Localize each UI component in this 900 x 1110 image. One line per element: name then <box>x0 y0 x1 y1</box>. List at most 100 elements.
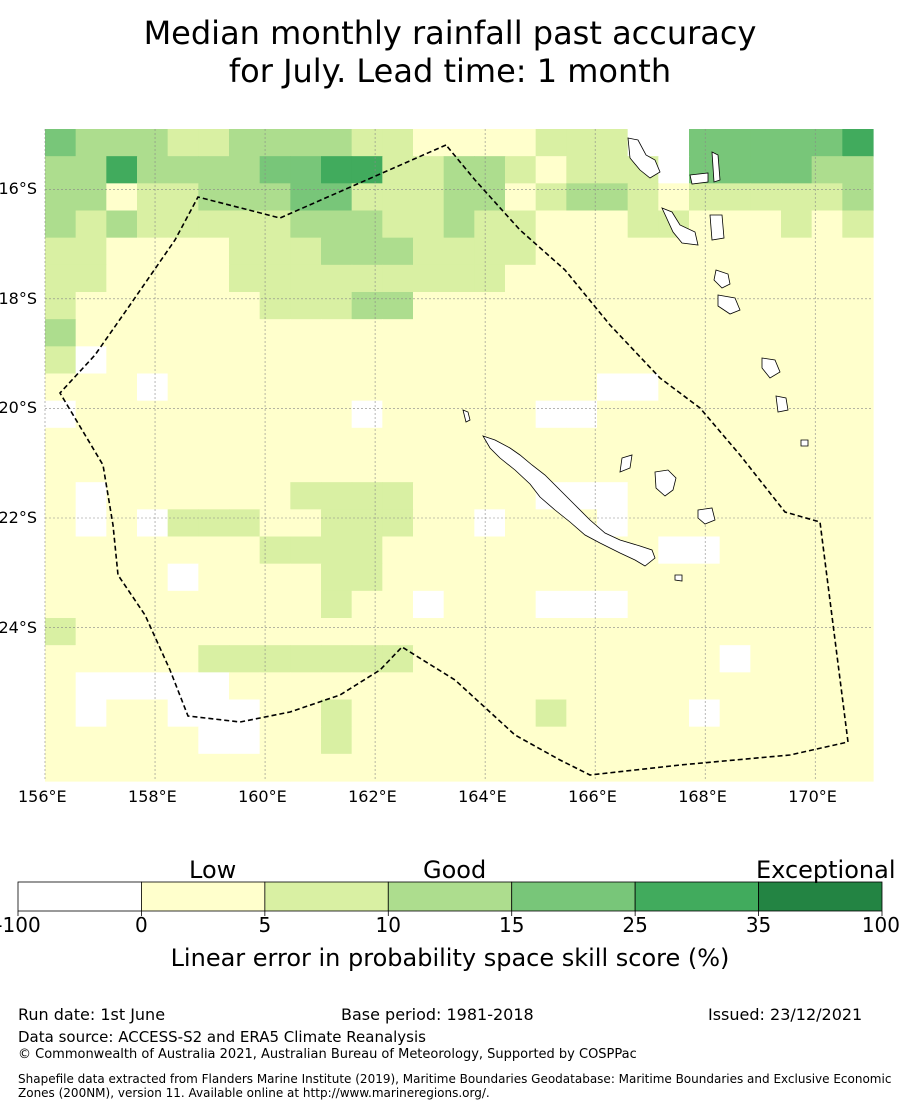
skill-cell <box>566 618 598 646</box>
skill-cell <box>167 753 199 782</box>
skill-cell <box>566 536 598 565</box>
skill-cell <box>811 373 843 402</box>
skill-cell <box>750 699 782 728</box>
skill-cell <box>597 427 629 456</box>
skill-cell <box>321 373 353 402</box>
skill-cell <box>719 455 751 483</box>
colorbar-segment <box>758 881 883 912</box>
skill-cell <box>811 400 843 429</box>
skill-cell <box>75 699 107 728</box>
skill-cell <box>719 672 751 701</box>
islands <box>462 137 809 582</box>
skill-cell <box>259 590 291 619</box>
skill-cell <box>627 373 659 402</box>
skill-cell <box>689 319 721 347</box>
skill-cell <box>658 563 690 592</box>
skill-cell <box>75 319 107 347</box>
skill-cell <box>811 618 843 646</box>
skill-cell <box>750 618 782 646</box>
skill-cell <box>413 373 445 402</box>
skill-cell <box>535 699 567 728</box>
skill-cell <box>382 482 414 510</box>
skill-cell <box>781 672 813 701</box>
title-line-2: for July. Lead time: 1 month <box>228 52 672 90</box>
skill-cell <box>750 129 782 157</box>
skill-cell <box>321 726 353 755</box>
skill-cell <box>842 536 874 565</box>
skill-cell <box>658 590 690 619</box>
skill-cell <box>167 536 199 565</box>
lon-tick-label: 156°E <box>18 787 67 806</box>
lon-tick-label: 170°E <box>788 787 837 806</box>
colorbar-segment <box>511 881 636 912</box>
skill-cell <box>198 455 230 483</box>
island-matthew <box>800 439 809 447</box>
skill-cell <box>842 346 874 375</box>
skill-cell <box>505 292 537 320</box>
skill-cell <box>689 590 721 619</box>
skill-cell <box>719 645 751 673</box>
skill-cell <box>137 672 169 701</box>
skill-cell <box>842 292 874 320</box>
skill-cell <box>290 618 322 646</box>
skill-cell <box>443 726 475 755</box>
skill-cell <box>106 427 138 456</box>
skill-cell <box>627 210 659 239</box>
skill-cell <box>658 156 690 184</box>
skill-cell <box>413 455 445 483</box>
skill-cell <box>106 618 138 646</box>
skill-cell <box>443 672 475 701</box>
skill-cell <box>351 563 383 592</box>
skill-cell <box>351 509 383 538</box>
skill-cell <box>106 563 138 592</box>
skill-cell <box>811 753 843 782</box>
skill-cell <box>167 645 199 673</box>
skill-cell <box>505 645 537 673</box>
skill-cell <box>45 237 77 266</box>
skill-cell <box>535 129 567 157</box>
skill-cell <box>566 400 598 429</box>
skill-cell <box>505 509 537 538</box>
skill-cell <box>627 237 659 266</box>
skill-cell <box>259 156 291 184</box>
skill-cell <box>781 319 813 347</box>
skill-cell <box>229 346 261 375</box>
skill-cell <box>443 645 475 673</box>
skill-cell <box>167 319 199 347</box>
skill-cell <box>474 672 506 701</box>
skill-cell <box>413 264 445 293</box>
skill-cell <box>719 319 751 347</box>
skill-cell <box>45 509 77 538</box>
island-ambae <box>689 172 709 185</box>
skill-cell <box>321 319 353 347</box>
skill-cell <box>106 129 138 157</box>
skill-cell <box>535 618 567 646</box>
skill-cell <box>382 590 414 619</box>
skill-cell <box>842 645 874 673</box>
skill-cell <box>719 346 751 375</box>
island-efate <box>713 269 731 289</box>
skill-cell <box>106 536 138 565</box>
skill-cell <box>321 237 353 266</box>
skill-cell <box>750 590 782 619</box>
skill-cell <box>627 482 659 510</box>
skill-cell <box>781 699 813 728</box>
eez-boundary <box>59 144 849 776</box>
skill-cell <box>45 726 77 755</box>
skill-cell <box>229 400 261 429</box>
skill-cell <box>842 210 874 239</box>
skill-cell <box>137 156 169 184</box>
skill-cell <box>719 373 751 402</box>
skill-cell <box>597 346 629 375</box>
skill-cell <box>45 183 77 212</box>
skill-cell <box>106 699 138 728</box>
skill-cell <box>781 373 813 402</box>
skill-cell <box>382 210 414 239</box>
skill-cell <box>689 129 721 157</box>
skill-cell <box>811 699 843 728</box>
colorbar-value-label: 10 <box>375 913 402 937</box>
skill-cell <box>75 618 107 646</box>
skill-cell <box>75 726 107 755</box>
skill-cell <box>658 645 690 673</box>
island-tanna <box>761 357 781 379</box>
